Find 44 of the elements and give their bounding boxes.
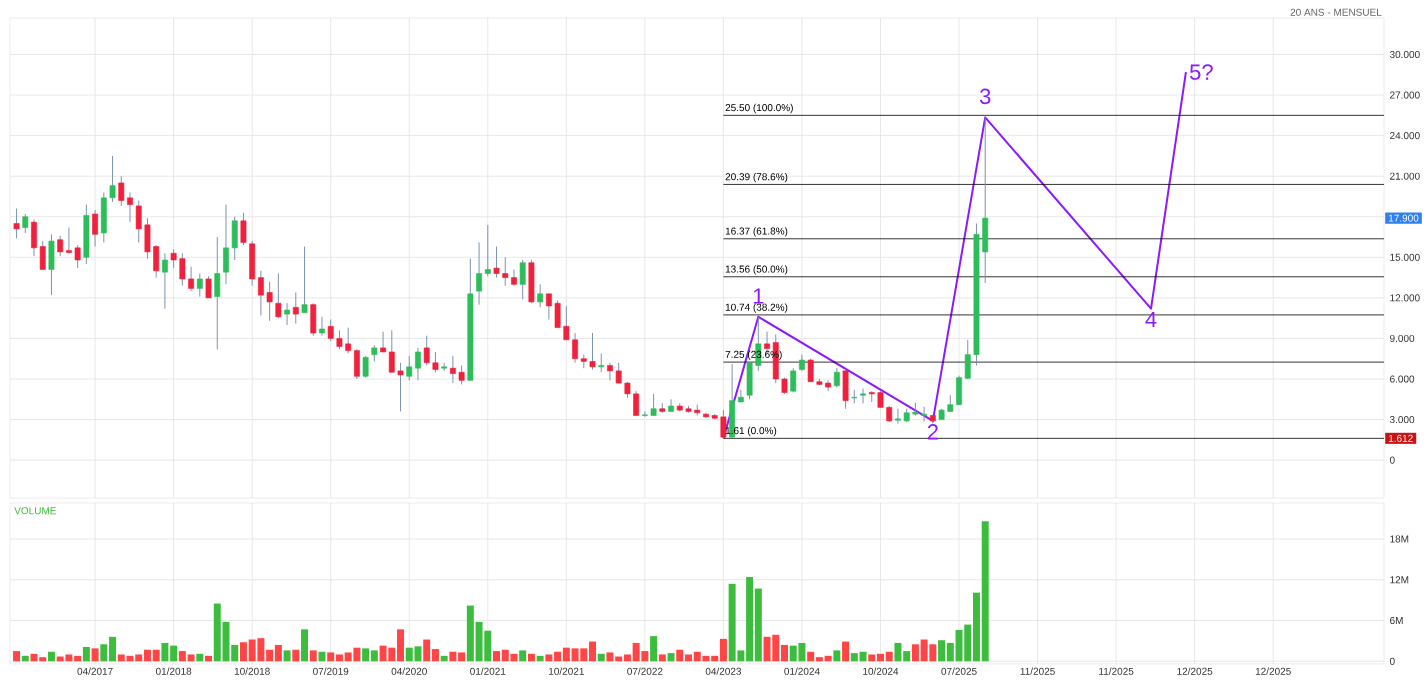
x-tick-label: 12/2025 bbox=[1177, 667, 1213, 675]
ref-line-label: 13.56 (50.0%) bbox=[725, 265, 788, 275]
y-tick-label: 18M bbox=[1390, 535, 1409, 543]
x-tick-label: 11/2025 bbox=[1099, 667, 1134, 675]
annotation: 5? bbox=[1190, 64, 1213, 80]
annotation: 1.612 bbox=[1388, 434, 1413, 442]
chart-subtitle: 20 ANS - MENSUEL bbox=[1290, 8, 1382, 16]
x-tick-label: 01/2018 bbox=[155, 667, 192, 675]
y-tick-label: 3.000 bbox=[1389, 416, 1415, 424]
annotation: 4 bbox=[1145, 311, 1157, 328]
x-tick-label: 10/2018 bbox=[234, 667, 270, 675]
y-tick-label: 6M bbox=[1390, 616, 1403, 625]
x-tick-label: 04/2020 bbox=[391, 667, 427, 675]
x-tick-label: 10/2021 bbox=[549, 667, 584, 675]
y-tick-label: 6.000 bbox=[1390, 375, 1415, 383]
annotation: 1 bbox=[753, 288, 764, 304]
chart-title: VOLUME bbox=[14, 507, 57, 515]
annotation: 17.900 bbox=[1388, 214, 1419, 222]
y-tick-label: 27.000 bbox=[1390, 91, 1420, 99]
x-tick-label: 07/2022 bbox=[627, 667, 663, 675]
y-tick-label: 15.000 bbox=[1390, 253, 1420, 261]
x-tick-label: 01/2024 bbox=[784, 667, 820, 675]
annotation: 2 bbox=[927, 424, 938, 440]
ref-line-label: 25.50 (100.0%) bbox=[725, 103, 793, 114]
y-tick-label: 0 bbox=[1389, 657, 1395, 665]
y-tick-label: 12.000 bbox=[1390, 294, 1420, 302]
ref-line-label: 10.74 (38.2%) bbox=[725, 303, 788, 313]
x-tick-label: 07/2025 bbox=[941, 667, 977, 675]
x-tick-label: 12/2025 bbox=[1255, 667, 1291, 675]
x-tick-label: 01/2021 bbox=[470, 667, 506, 675]
x-tick-label: 11/2025 bbox=[1020, 667, 1055, 675]
ref-line-label: 16.37 (61.8%) bbox=[725, 227, 788, 237]
y-tick-label: 9.000 bbox=[1390, 334, 1415, 342]
y-tick-label: 21.000 bbox=[1390, 172, 1420, 180]
annotation: 3 bbox=[979, 88, 991, 105]
x-tick-label: 04/2023 bbox=[705, 667, 742, 675]
ref-line-label: 20.39 (78.6%) bbox=[725, 172, 788, 183]
y-tick-label: 12M bbox=[1390, 576, 1409, 584]
x-tick-label: 07/2019 bbox=[313, 667, 349, 675]
x-tick-label: 10/2024 bbox=[863, 667, 899, 675]
y-tick-label: 24.000 bbox=[1390, 132, 1420, 140]
x-tick-label: 04/2017 bbox=[77, 667, 113, 675]
y-tick-label: 30.000 bbox=[1389, 50, 1420, 59]
y-tick-label: 0 bbox=[1389, 456, 1395, 464]
